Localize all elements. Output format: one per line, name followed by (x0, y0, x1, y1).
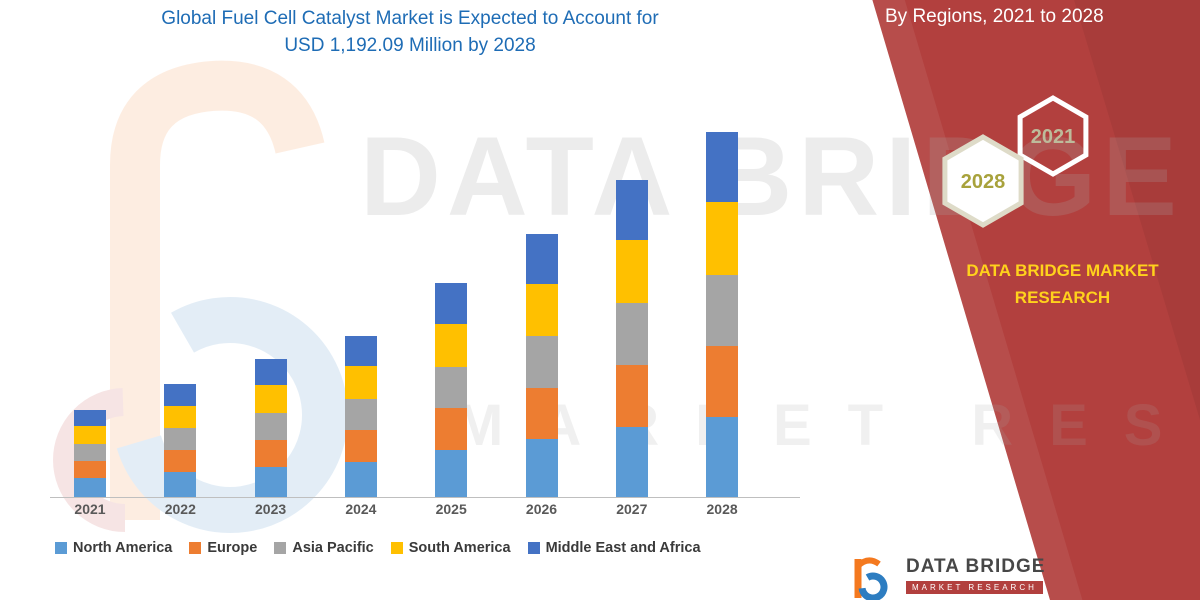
bar-segment-2021 (74, 409, 106, 427)
bar-segment-2026 (525, 336, 558, 388)
bar-segment-2024 (344, 335, 377, 367)
legend-item: Asia Pacific (274, 540, 374, 556)
panel-brand-line2: RESEARCH (1014, 288, 1111, 307)
year-hexagons: 2021 2028 (942, 95, 1089, 228)
x-axis-label-2025: 2025 (435, 501, 467, 517)
bar-segment-2025 (435, 366, 468, 409)
bar-segment-2027 (615, 365, 648, 428)
bar-segment-2023 (254, 359, 287, 386)
legend-swatch-icon (390, 542, 403, 554)
page-title-line2: USD 1,192.09 Million by 2028 (284, 35, 536, 56)
x-axis-label-2026: 2026 (525, 501, 558, 517)
bar-segment-2024 (344, 430, 377, 462)
bar-segment-2028 (706, 345, 739, 417)
page-title: Global Fuel Cell Catalyst Market is Expe… (70, 5, 750, 59)
bar-segment-2027 (615, 240, 648, 304)
bar-segment-2024 (344, 461, 377, 497)
hexagon-2021: 2021 (1017, 95, 1089, 177)
bar-2027 (615, 180, 648, 497)
page-title-line1: Global Fuel Cell Catalyst Market is Expe… (161, 8, 659, 29)
bar-segment-2027 (615, 180, 648, 241)
x-axis-label-2022: 2022 (164, 501, 196, 517)
bar-segment-2025 (435, 323, 468, 367)
bar-segment-2028 (706, 201, 739, 275)
watermark-text-line1: DATA BRIDGE (360, 114, 1183, 239)
bar-segment-2026 (525, 439, 558, 497)
legend-swatch-icon (274, 542, 287, 554)
bar-segment-2024 (344, 366, 377, 399)
footer-logo: DATA BRIDGE MARKET RESEARCH (846, 556, 1045, 600)
bar-segment-2021 (74, 460, 106, 478)
x-axis-label-2027: 2027 (616, 501, 648, 517)
bar-segment-2028 (706, 274, 739, 346)
legend-label: Europe (207, 540, 258, 556)
bar-segment-2026 (525, 387, 558, 440)
hexagon-2028: 2028 (942, 134, 1024, 228)
legend-swatch-icon (55, 542, 67, 554)
legend-label: Middle East and Africa (545, 540, 701, 556)
bar-segment-2022 (164, 428, 197, 451)
legend-label: Asia Pacific (292, 540, 374, 556)
bar-segment-2022 (164, 384, 197, 406)
bar-segment-2022 (164, 450, 197, 473)
bar-segment-2021 (74, 426, 106, 444)
legend-item: Europe (189, 540, 257, 556)
legend-item: Middle East and Africa (527, 540, 701, 556)
bar-segment-2024 (344, 398, 377, 430)
dbmr-logo-icon (854, 557, 888, 600)
chart-legend: North America Europe Asia Pacific South Ame… (55, 540, 701, 556)
legend-label: South America (408, 540, 511, 556)
watermark-text-line2: MARKET RESEARCH (455, 393, 1200, 458)
bar-segment-2023 (254, 466, 287, 497)
x-axis-label-2023: 2023 (255, 501, 287, 517)
bar-segment-2021 (74, 443, 106, 461)
bar-segment-2023 (254, 385, 287, 413)
bar-segment-2025 (435, 408, 468, 450)
footer-logo-text: DATA BRIDGE MARKET RESEARCH (906, 556, 1045, 600)
bar-segment-2021 (74, 477, 106, 497)
bar-segment-2026 (525, 283, 558, 337)
hexagon-2021-label: 2021 (1031, 126, 1076, 148)
bar-2025 (435, 283, 468, 497)
legend-swatch-icon (189, 542, 202, 554)
bar-segment-2028 (706, 132, 739, 202)
bar-2022 (164, 384, 197, 497)
x-axis-label-2028: 2028 (706, 501, 738, 517)
legend-item: South America (390, 540, 511, 556)
bar-chart-plot: 2021 2022 2023 2024 2025 2026 2027 2028 (50, 110, 800, 517)
bar-segment-2026 (525, 234, 558, 284)
bar-segment-2022 (164, 405, 197, 429)
hexagon-2028-label: 2028 (961, 171, 1006, 193)
panel-brand-line1: DATA BRIDGE MARKET (966, 261, 1159, 280)
bar-segment-2025 (435, 283, 468, 324)
x-axis-label-2021: 2021 (74, 501, 106, 517)
bar-2023 (254, 359, 287, 497)
bar-segment-2028 (706, 416, 739, 497)
bar-segment-2027 (615, 303, 648, 366)
panel-brand-text: DATA BRIDGE MARKET RESEARCH (955, 257, 1170, 311)
x-axis-label-2024: 2024 (345, 501, 377, 517)
footer-ribbon: MARKET RESEARCH (906, 581, 1043, 594)
bar-segment-2025 (435, 449, 468, 497)
bar-segment-2022 (164, 472, 197, 497)
footer-brand: DATA BRIDGE (906, 556, 1046, 577)
panel-heading: By Regions, 2021 to 2028 (885, 6, 1104, 27)
bar-2028 (706, 132, 739, 497)
bar-segment-2023 (254, 412, 287, 440)
bar-2024 (344, 335, 377, 497)
bar-segment-2027 (615, 427, 648, 497)
legend-item: North America (55, 540, 172, 556)
bar-segment-2023 (254, 439, 287, 467)
bar-2021 (74, 409, 106, 497)
bar-2026 (525, 234, 558, 497)
legend-swatch-icon (527, 542, 540, 554)
legend-label: North America (73, 540, 173, 556)
